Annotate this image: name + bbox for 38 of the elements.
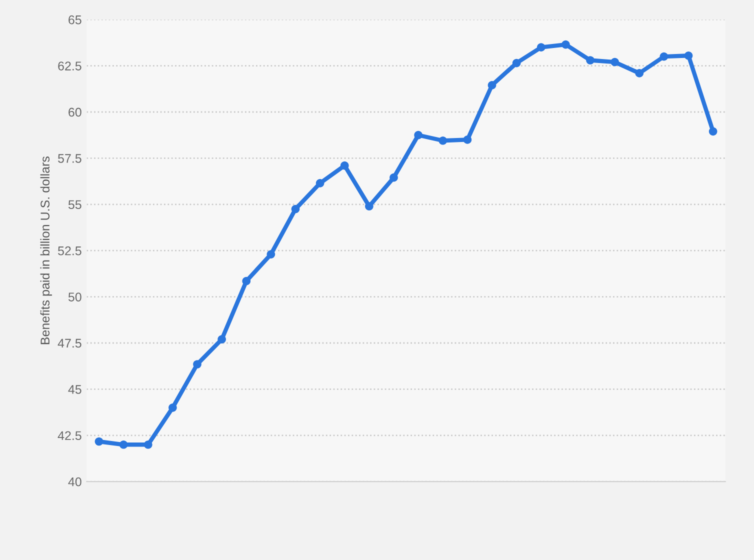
point xyxy=(316,178,324,188)
y-tick-label: 50 xyxy=(68,292,82,302)
y-tick-label: 60 xyxy=(68,108,82,117)
y-tick-label: 47.5 xyxy=(58,338,82,348)
point xyxy=(144,440,152,449)
point xyxy=(438,136,448,145)
point xyxy=(266,250,276,258)
y-tick-label: 57.5 xyxy=(58,154,82,163)
point xyxy=(562,40,570,49)
y-tick-label: 55 xyxy=(68,200,82,210)
y-tick-label: 40 xyxy=(68,477,82,486)
y-axis-title: Benefits paid in billion U.S. dollars xyxy=(40,156,52,344)
point xyxy=(586,56,594,64)
point xyxy=(218,335,226,344)
point xyxy=(291,204,300,214)
point xyxy=(610,58,619,66)
y-tick-label: 42.5 xyxy=(58,431,82,440)
point xyxy=(536,43,546,52)
point xyxy=(684,51,693,60)
y-tick-label: 65 xyxy=(68,15,82,24)
point xyxy=(488,81,496,90)
point xyxy=(390,173,398,182)
point xyxy=(635,69,644,78)
point xyxy=(414,130,422,140)
point xyxy=(660,52,668,61)
point xyxy=(365,202,374,210)
point xyxy=(708,127,718,136)
point xyxy=(168,404,177,412)
point xyxy=(94,437,104,446)
y-tick-label: 52.5 xyxy=(58,246,82,256)
y-tick-label: 45 xyxy=(68,385,82,394)
y-tick-label: 62.5 xyxy=(58,62,82,70)
point xyxy=(463,136,472,144)
point xyxy=(512,58,521,68)
point xyxy=(242,276,251,286)
point xyxy=(119,440,128,449)
point xyxy=(340,161,349,170)
point xyxy=(193,360,202,368)
